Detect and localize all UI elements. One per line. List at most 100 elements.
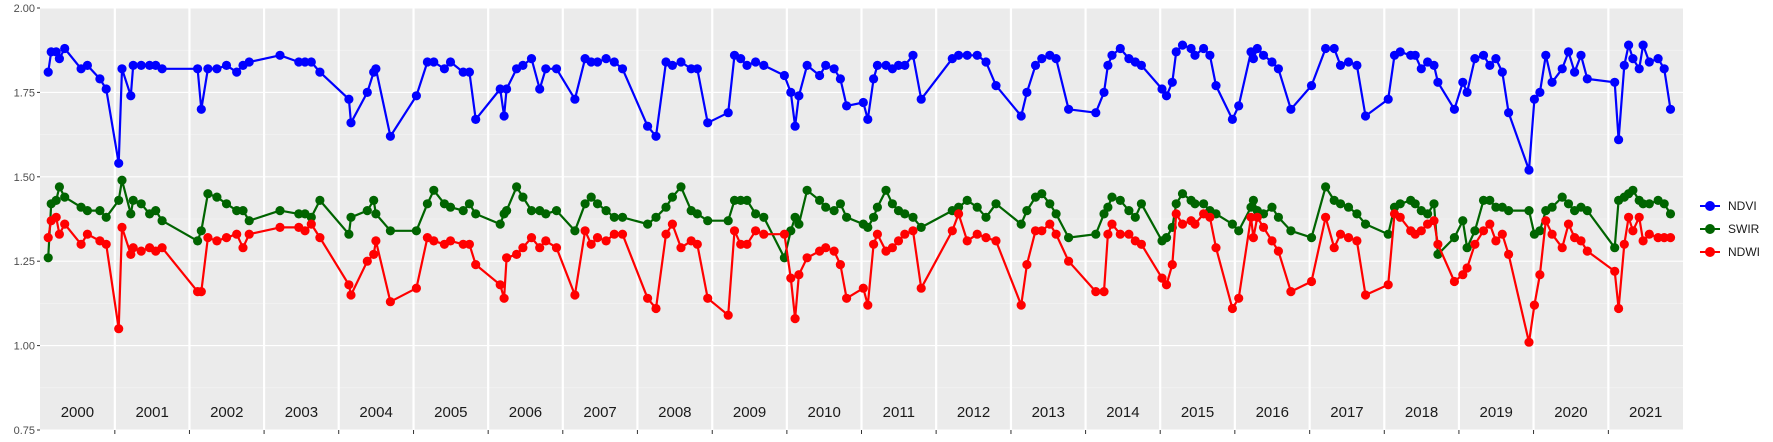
data-point-ndvi: [1103, 60, 1113, 70]
data-point-swir: [1343, 202, 1354, 212]
data-point-ndwi: [661, 229, 671, 239]
data-point-ndvi: [385, 131, 395, 141]
data-point-ndvi: [1570, 67, 1580, 77]
data-point-swir: [518, 192, 528, 202]
data-point-ndwi: [1286, 287, 1296, 297]
data-point-ndvi: [1343, 57, 1354, 67]
data-point-ndvi: [495, 84, 505, 94]
data-point-swir: [238, 206, 248, 216]
legend-key-point-swir: [1705, 224, 1715, 234]
data-point-swir: [821, 202, 831, 212]
data-point-ndwi: [136, 246, 146, 256]
year-label: 2020: [1554, 404, 1587, 421]
data-point-swir: [346, 212, 356, 222]
data-point-ndwi: [1360, 290, 1371, 300]
data-point-ndvi: [551, 64, 562, 74]
data-point-ndwi: [1022, 260, 1032, 270]
data-point-ndwi: [54, 229, 64, 239]
data-point-swir: [1665, 209, 1676, 219]
data-point-swir: [101, 212, 111, 222]
data-point-ndwi: [1037, 226, 1047, 236]
data-point-swir: [1267, 202, 1277, 212]
data-point-ndvi: [908, 50, 918, 60]
data-point-ndvi: [1091, 108, 1101, 118]
data-point-swir: [344, 229, 354, 239]
data-point-ndwi: [128, 243, 138, 253]
data-point-ndwi: [794, 270, 804, 280]
data-point-swir: [1395, 199, 1405, 209]
data-point-ndvi: [1429, 60, 1439, 70]
data-point-ndvi: [786, 87, 796, 97]
data-point-swir: [1535, 226, 1545, 236]
data-point-ndvi: [643, 121, 653, 131]
data-point-ndvi: [1136, 60, 1146, 70]
data-point-ndvi: [1321, 43, 1331, 54]
data-point-ndvi: [916, 94, 926, 104]
data-point-ndwi: [1267, 236, 1277, 246]
data-point-ndwi: [535, 243, 545, 253]
data-point-ndvi: [1614, 135, 1624, 145]
data-point-ndvi: [742, 60, 752, 70]
data-point-ndvi: [1563, 47, 1574, 57]
data-point-swir: [371, 209, 381, 219]
data-point-ndvi: [315, 67, 325, 77]
data-point-ndvi: [954, 50, 964, 60]
data-point-ndwi: [1190, 219, 1200, 229]
year-label: 2012: [957, 404, 990, 421]
data-point-ndvi: [157, 64, 167, 74]
y-tick-label: 1.50: [14, 172, 35, 184]
data-point-ndvi: [1653, 54, 1663, 64]
data-point-swir: [1306, 233, 1317, 243]
year-label: 2006: [509, 404, 542, 421]
data-point-swir: [1462, 243, 1472, 253]
data-point-ndvi: [1395, 47, 1405, 57]
data-point-ndvi: [136, 60, 146, 70]
data-point-ndvi: [1329, 43, 1339, 54]
data-point-ndwi: [1258, 222, 1269, 232]
data-point-swir: [1051, 209, 1061, 219]
data-point-swir: [802, 185, 812, 195]
data-point-ndwi: [346, 290, 356, 300]
data-point-ndwi: [1644, 229, 1654, 239]
data-point-ndwi: [1124, 229, 1134, 239]
data-point-swir: [1091, 229, 1101, 239]
data-point-swir: [692, 209, 702, 219]
data-point-ndwi: [779, 229, 790, 239]
year-label: 2007: [583, 404, 616, 421]
data-point-swir: [128, 195, 138, 205]
data-point-ndvi: [464, 67, 474, 77]
data-point-swir: [887, 199, 898, 209]
data-point-ndwi: [1462, 263, 1472, 273]
data-point-ndwi: [344, 280, 354, 290]
data-point-ndwi: [842, 293, 852, 303]
data-point-swir: [502, 206, 512, 216]
data-point-ndwi: [101, 239, 111, 249]
data-point-ndwi: [1107, 219, 1117, 229]
data-point-ndvi: [1286, 104, 1296, 114]
data-point-ndvi: [759, 60, 769, 70]
data-point-ndwi: [1016, 300, 1026, 310]
data-point-swir: [1107, 192, 1117, 202]
data-point-ndvi: [117, 64, 127, 74]
data-point-ndwi: [1177, 219, 1188, 229]
data-point-ndvi: [362, 87, 372, 97]
data-point-swir: [1227, 219, 1237, 229]
data-point-swir: [1273, 212, 1283, 222]
data-point-ndwi: [1485, 219, 1495, 229]
data-point-ndwi: [1248, 233, 1258, 243]
data-point-ndwi: [1659, 233, 1669, 243]
data-point-ndvi: [1557, 64, 1567, 74]
data-point-ndwi: [1352, 236, 1362, 246]
data-point-ndwi: [703, 293, 713, 303]
data-point-swir: [306, 212, 316, 222]
data-point-ndwi: [429, 236, 439, 246]
data-point-ndvi: [1665, 104, 1676, 114]
data-point-ndwi: [1395, 212, 1405, 222]
data-point-ndwi: [369, 249, 379, 259]
data-point-ndwi: [835, 260, 846, 270]
data-point-swir: [872, 202, 883, 212]
data-point-ndwi: [751, 226, 761, 236]
data-point-swir: [464, 199, 474, 209]
data-point-ndvi: [196, 104, 206, 114]
